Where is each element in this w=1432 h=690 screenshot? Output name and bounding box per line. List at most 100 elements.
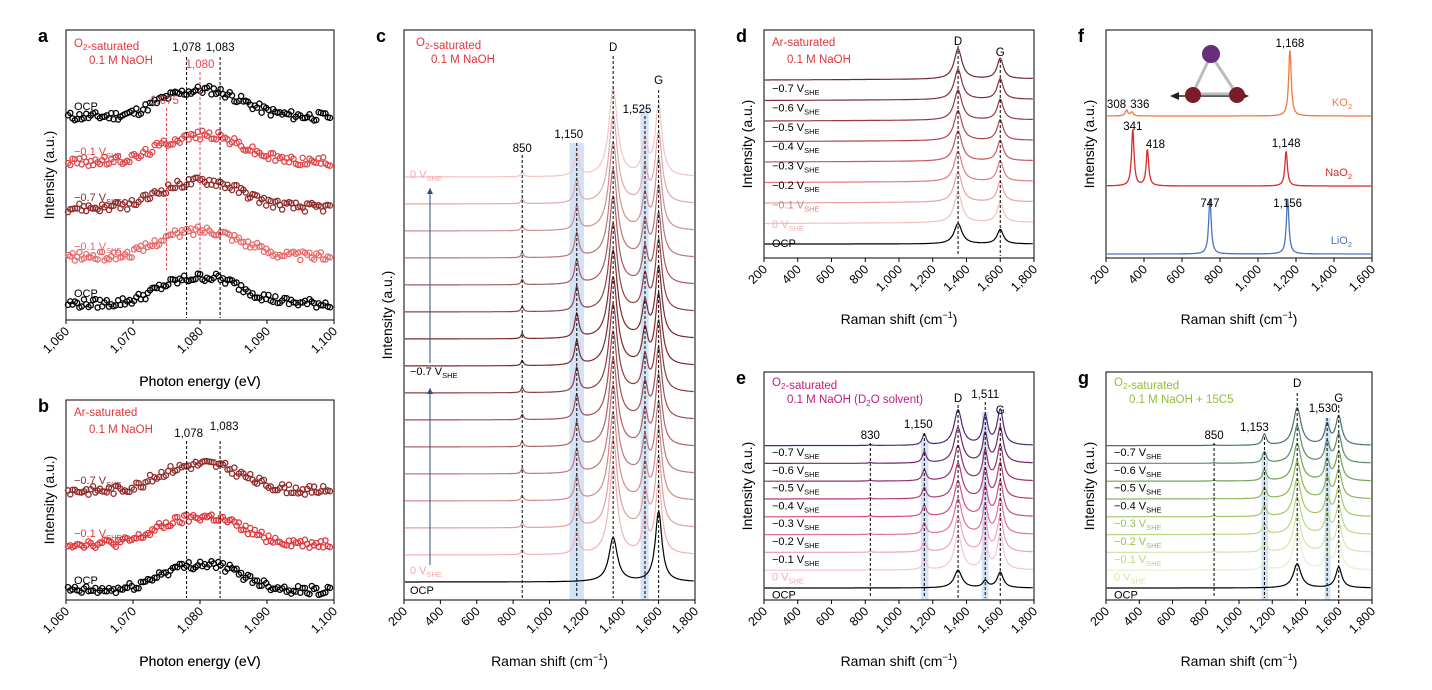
peak-label: 308	[1107, 99, 1126, 111]
data-point	[87, 302, 95, 309]
data-point	[208, 511, 215, 518]
x-tick-label: 800	[847, 262, 872, 287]
panel-a: 1,060 1,070 1,080 1,090 1,100 Photon energy (…	[38, 26, 340, 389]
peak-label: 1,075	[150, 95, 179, 107]
spectrum-trace	[764, 532, 1033, 571]
data-point	[142, 295, 149, 303]
data-point	[133, 105, 140, 112]
data-point	[322, 537, 329, 544]
data-point	[96, 539, 104, 546]
data-point	[251, 577, 259, 584]
peak-label: G	[996, 47, 1005, 59]
data-point	[169, 141, 177, 148]
series-label: −0.6 VSHE	[772, 102, 820, 116]
data-point	[267, 112, 275, 119]
data-point	[212, 517, 220, 524]
data-point	[101, 153, 108, 161]
spectrum-trace	[404, 437, 694, 529]
data-point	[174, 513, 181, 521]
spectrum-trace	[764, 514, 1033, 553]
data-point	[288, 108, 295, 115]
spectrum-trace	[1106, 460, 1371, 500]
spectrum-trace	[764, 171, 1033, 204]
panel-letter: b	[38, 396, 49, 416]
spectrum-trace	[404, 248, 694, 340]
spectrum-trace	[404, 329, 694, 421]
data-point	[110, 490, 117, 497]
x-tick-label: 1,200	[1270, 262, 1302, 294]
x-tick-label: 1,100	[308, 604, 340, 636]
data-point	[169, 184, 177, 192]
data-point	[96, 296, 104, 304]
x-tick-label: 1,600	[1346, 262, 1378, 294]
spectrum-trace	[764, 150, 1033, 184]
series-label: −0.1 VSHE	[74, 528, 122, 542]
x-tick-label: 1,080	[174, 324, 206, 356]
peak-label: 418	[1146, 139, 1165, 151]
data-point	[164, 522, 172, 530]
series-label: −0.3 VSHE	[772, 161, 820, 175]
data-point	[310, 483, 318, 490]
y-axis-label: Intensity (a.u.)	[739, 100, 755, 189]
x-tick-label: 1,070	[107, 324, 139, 356]
peak-label: 1,525	[623, 104, 652, 116]
x-tick-label: 200	[1087, 262, 1112, 287]
data-point	[85, 491, 92, 498]
x-tick-label: 1,000	[1232, 262, 1264, 294]
data-point	[258, 582, 265, 589]
data-point	[258, 528, 265, 536]
data-point	[256, 582, 263, 590]
series-label: −0.2 VSHE	[772, 536, 820, 550]
condition-annotation: O2-saturated	[416, 37, 481, 52]
data-point	[149, 148, 156, 156]
peak-label: 1,150	[554, 129, 583, 141]
data-point	[221, 459, 229, 467]
x-tick-label: 1,800	[1008, 262, 1040, 294]
peak-label: 1,511	[971, 389, 999, 401]
x-tick-label: 1,400	[1280, 604, 1312, 636]
series-label: KO2	[1332, 97, 1352, 111]
x-tick-label: 1,400	[596, 604, 628, 636]
series-label: −0.1 VSHE	[1114, 554, 1162, 568]
arrow-head	[427, 188, 433, 194]
series-label: −0.6 VSHE	[1114, 465, 1162, 479]
data-point	[89, 483, 97, 490]
data-point	[96, 207, 104, 215]
data-point	[237, 282, 245, 289]
data-point	[176, 560, 183, 568]
data-point	[144, 107, 151, 114]
data-point	[237, 569, 245, 577]
data-point	[299, 584, 306, 592]
data-point	[310, 256, 318, 263]
data-point	[294, 161, 302, 169]
spectrum-trace	[1107, 198, 1371, 255]
x-tick-label: 800	[1187, 604, 1212, 629]
x-tick-label: 800	[495, 604, 520, 629]
data-point	[269, 204, 277, 211]
x-axis-label: Raman shift (cm−1)	[491, 652, 608, 669]
series-label: 0 VSHE	[410, 565, 442, 579]
data-point	[319, 256, 327, 263]
panel-b: 1,060 1,070 1,080 1,090 1,100 Photon energy (…	[38, 396, 340, 669]
x-tick-label: 1,800	[1346, 604, 1378, 636]
data-point	[253, 480, 261, 487]
spectrum-trace	[404, 383, 694, 475]
data-point	[67, 161, 74, 169]
spectrum-trace	[764, 425, 1033, 464]
series-label: −0.5 VSHE	[772, 483, 820, 497]
series-label: −0.7 VSHE	[410, 366, 458, 380]
x-axis-label: Photon energy (eV)	[139, 653, 260, 669]
x-axis-label: Raman shift (cm−1)	[1181, 652, 1298, 669]
series-label: 0 VSHE	[1114, 572, 1146, 586]
series-label: 0 VSHE	[772, 572, 804, 586]
x-tick-label: 1,600	[1313, 604, 1345, 636]
data-point	[303, 161, 311, 168]
data-point	[126, 158, 133, 166]
data-point	[253, 531, 261, 539]
data-point	[317, 249, 325, 256]
series-label: −0.2 VSHE	[1114, 536, 1162, 550]
data-point	[233, 181, 240, 189]
spectrum-trace	[764, 191, 1033, 225]
x-tick-label: 600	[1154, 604, 1179, 629]
data-point	[162, 189, 170, 197]
